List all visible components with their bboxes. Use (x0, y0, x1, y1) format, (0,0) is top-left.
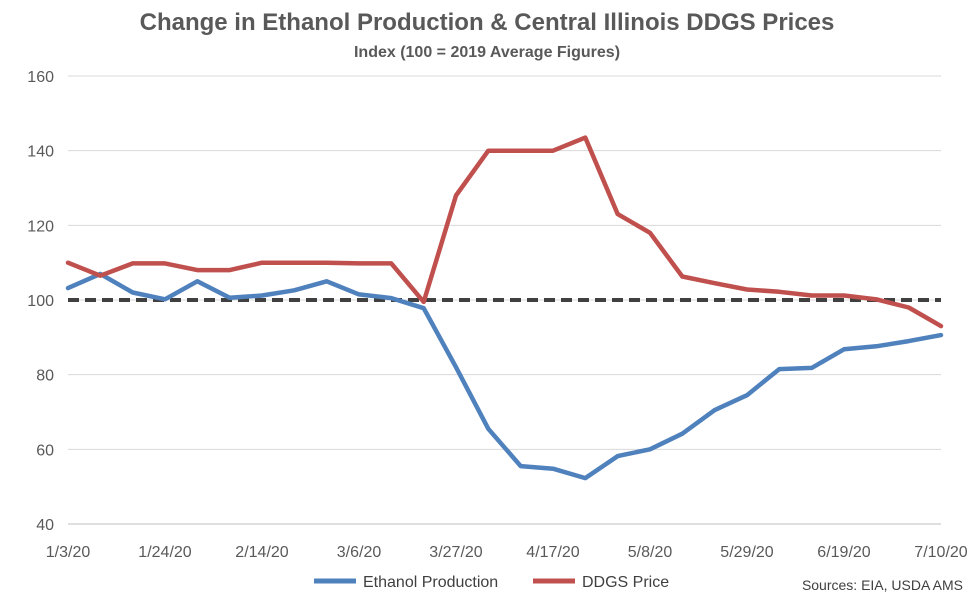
x-tick-label: 3/6/20 (337, 544, 382, 561)
legend-label-ethanol: Ethanol Production (363, 574, 498, 591)
x-tick-label: 4/17/20 (526, 544, 579, 561)
series-line-ddgs-price (65, 135, 944, 329)
legend-label-ddgs: DDGS Price (582, 574, 669, 591)
y-tick-label: 140 (27, 144, 54, 161)
x-axis-ticks: 1/3/20 1/24/20 2/14/20 3/6/20 3/27/20 4/17/20… (46, 544, 968, 561)
x-tick-label: 5/29/20 (720, 544, 773, 561)
y-tick-label: 60 (36, 442, 54, 459)
series-line-ethanol-production (65, 271, 944, 481)
series-lines (65, 135, 944, 481)
chart-title: Change in Ethanol Production & Central I… (140, 9, 835, 36)
x-tick-label: 1/24/20 (138, 544, 191, 561)
y-tick-label: 120 (27, 218, 54, 235)
y-tick-label: 80 (36, 368, 54, 385)
source-note: Sources: EIA, USDA AMS (802, 577, 963, 593)
x-tick-label: 2/14/20 (235, 544, 288, 561)
y-tick-label: 160 (27, 69, 54, 86)
legend: Ethanol Production DDGS Price (314, 574, 669, 591)
gridlines (68, 75, 941, 450)
y-tick-label: 40 (36, 517, 54, 534)
x-tick-label: 3/27/20 (429, 544, 482, 561)
chart-subtitle: Index (100 = 2019 Average Figures) (354, 44, 620, 61)
x-tick-label: 1/3/20 (46, 544, 91, 561)
x-tick-label: 7/10/20 (914, 544, 967, 561)
y-axis-ticks: 40 60 80 100 120 140 160 (27, 69, 54, 534)
x-tick-label: 6/19/20 (817, 544, 870, 561)
y-tick-label: 100 (27, 293, 54, 310)
x-tick-label: 5/8/20 (628, 544, 673, 561)
